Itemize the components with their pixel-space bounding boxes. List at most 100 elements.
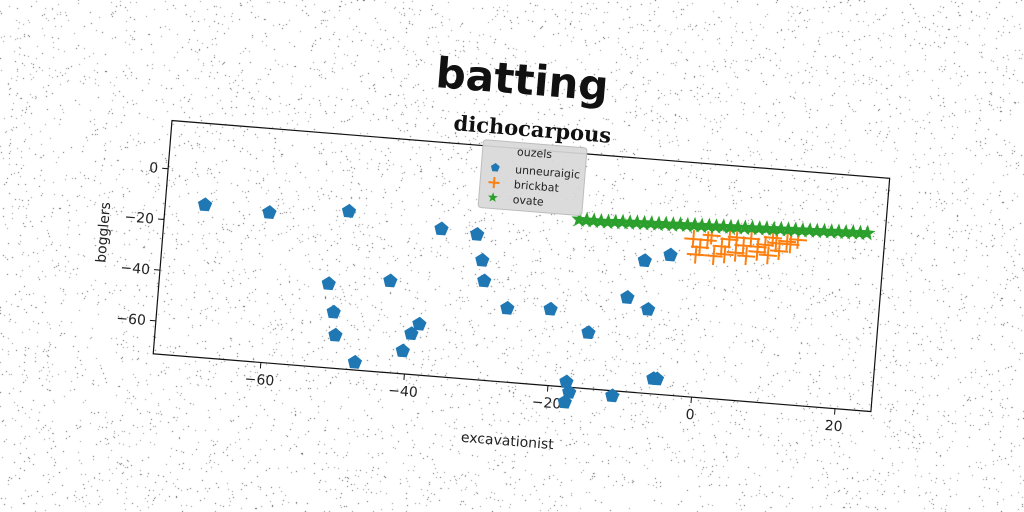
data-point-ovate (837, 223, 854, 240)
legend-marker-brickbat (488, 176, 500, 189)
data-point-unneuraigic (559, 374, 574, 389)
data-point-unneuraigic (557, 394, 572, 409)
data-point-unneuraigic (321, 276, 336, 291)
x-tick-label: −40 (388, 383, 419, 401)
data-point-ovate (787, 221, 804, 238)
data-point-unneuraigic (477, 273, 492, 288)
data-point-unneuraigic (475, 252, 490, 267)
data-point-brickbat (758, 246, 777, 265)
series-brickbat (684, 226, 808, 266)
y-tick-label: −40 (120, 260, 151, 278)
data-point-unneuraigic (434, 221, 449, 236)
data-point-ovate (722, 218, 739, 235)
data-point-unneuraigic (663, 247, 678, 262)
data-point-ovate (780, 221, 797, 238)
data-point-unneuraigic (637, 253, 652, 268)
data-point-ovate (859, 224, 876, 241)
data-point-unneuraigic (341, 203, 357, 218)
data-point-unneuraigic (470, 226, 485, 241)
data-point-ovate (801, 222, 818, 238)
data-point-ovate (585, 212, 602, 229)
legend-label-unneuraigic: unneuraigic (515, 163, 581, 181)
data-point-unneuraigic (262, 205, 277, 219)
data-point-ovate (629, 214, 646, 231)
data-point-brickbat (712, 237, 731, 256)
legend-label-ovate: ovate (512, 193, 544, 208)
legend-marker-ovate (487, 192, 498, 203)
data-point-ovate (693, 217, 710, 234)
data-point-brickbat (726, 243, 745, 262)
data-point-ovate (758, 220, 775, 236)
data-point-ovate (715, 218, 732, 234)
scatter-axes: dichocarpous −60 −40 −20 0 20 0 −20 −40 −60 exca… (93, 110, 891, 453)
data-point-ovate (729, 218, 746, 235)
data-point-ovate (657, 215, 674, 232)
data-point-ovate (650, 215, 667, 232)
data-point-ovate (816, 222, 833, 239)
data-point-unneuraigic (581, 325, 596, 340)
data-point-ovate (701, 217, 718, 234)
data-point-ovate (607, 213, 624, 230)
data-point-unneuraigic (500, 300, 515, 315)
data-point-brickbat (704, 246, 723, 266)
data-point-ovate (736, 219, 754, 236)
data-point-ovate (765, 220, 782, 237)
data-point-ovate (614, 213, 631, 230)
data-point-unneuraigic (412, 316, 427, 331)
data-point-brickbat (715, 245, 734, 264)
data-point-unneuraigic (395, 343, 410, 358)
data-points (198, 197, 876, 409)
data-point-ovate (830, 223, 847, 240)
data-point-ovate (794, 222, 811, 238)
data-point-brickbat (686, 245, 705, 264)
data-point-unneuraigic (641, 301, 656, 316)
data-point-ovate (578, 211, 595, 228)
data-point-ovate (852, 224, 869, 241)
data-point-unneuraigic (620, 290, 635, 304)
y-tick-label: −60 (116, 311, 147, 329)
data-point-ovate (823, 223, 840, 240)
data-point-brickbat (756, 235, 775, 254)
y-tick-label: 0 (149, 160, 159, 177)
data-point-brickbat (778, 232, 797, 251)
data-point-brickbat (748, 237, 767, 256)
legend-label-brickbat: brickbat (513, 178, 560, 195)
data-point-unneuraigic (198, 197, 213, 212)
data-point-brickbat (770, 242, 789, 261)
data-point-ovate (672, 216, 689, 232)
y-axis-label: bogglers (93, 202, 114, 264)
legend-box (477, 139, 588, 216)
data-point-unneuraigic (649, 371, 665, 386)
data-point-brickbat (767, 234, 786, 253)
data-point-brickbat (737, 247, 756, 266)
data-point-ovate (772, 220, 790, 237)
data-point-ovate (665, 216, 682, 232)
data-point-unneuraigic (383, 273, 398, 288)
data-point-ovate (708, 218, 725, 234)
data-point-unneuraigic (347, 354, 363, 369)
data-point-unneuraigic (605, 388, 620, 403)
series-ovate (571, 211, 876, 241)
chart-title: dichocarpous (453, 110, 612, 148)
data-point-brickbat (727, 228, 746, 247)
data-point-ovate (571, 211, 588, 227)
data-point-ovate (600, 213, 617, 230)
data-point-unneuraigic (326, 304, 341, 319)
data-point-ovate (844, 224, 862, 240)
data-point-ovate (744, 219, 761, 236)
data-point-ovate (808, 222, 826, 239)
data-point-ovate (636, 214, 653, 231)
data-point-brickbat (720, 230, 739, 249)
chart-suptitle: batting (434, 48, 610, 111)
series-unneuraigic (198, 197, 678, 409)
y-tick-label: −20 (124, 209, 155, 227)
data-point-unneuraigic (543, 301, 558, 316)
axis-ticks: −60 −40 −20 0 20 0 −20 −40 −60 (116, 160, 843, 435)
data-point-unneuraigic (328, 327, 343, 342)
x-tick-label: −20 (531, 394, 562, 412)
